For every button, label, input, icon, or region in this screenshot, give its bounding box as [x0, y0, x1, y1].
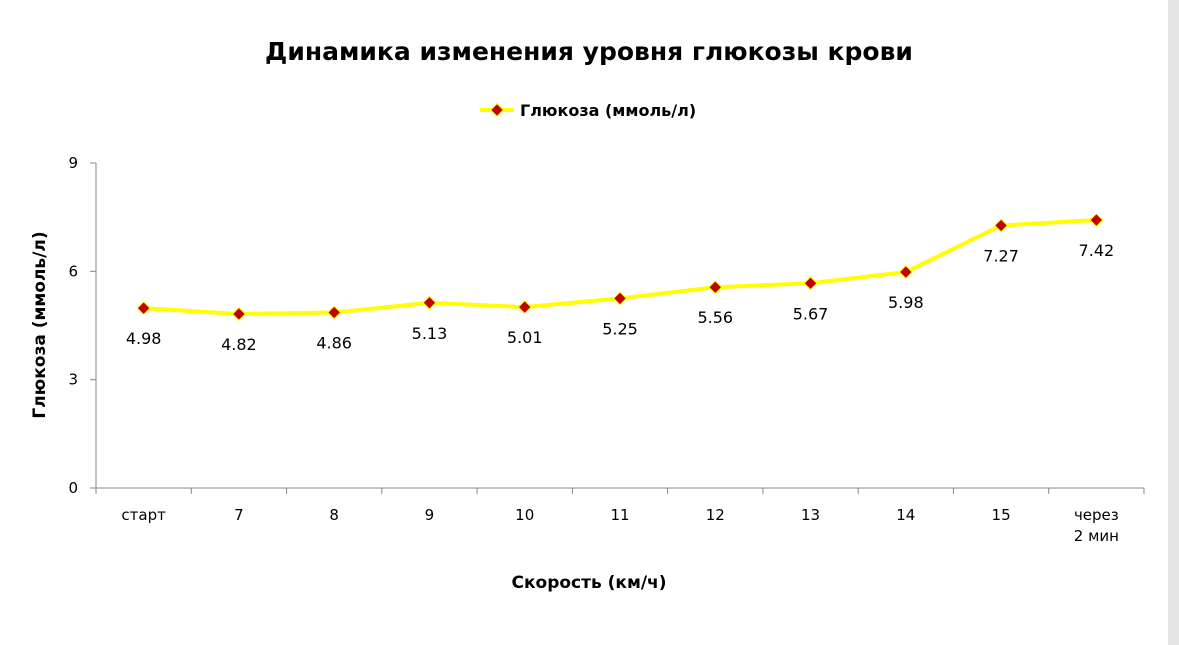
x-tick-label: 12: [706, 506, 725, 524]
data-point: [327, 305, 342, 320]
x-ticks: старт 7 8 9 10 11 12 13 14 15 через 2 мин: [95, 488, 1145, 545]
x-tick-label: 10: [515, 506, 534, 524]
data-point: [803, 276, 818, 291]
x-tick-label: 15: [992, 506, 1011, 524]
x-tick-label: старт: [121, 506, 166, 524]
data-label: 5.56: [697, 308, 733, 327]
x-tick-label: 13: [801, 506, 820, 524]
legend: Глюкоза (ммоль/л): [480, 101, 696, 120]
data-point: [517, 300, 532, 315]
y-ticks: 0 3 6 9: [68, 154, 96, 497]
data-label: 5.98: [888, 293, 924, 312]
data-label: 7.27: [983, 246, 1019, 265]
x-tick-label: 8: [329, 506, 339, 524]
data-label: 5.01: [507, 328, 543, 347]
data-label: 5.67: [793, 304, 829, 323]
data-point: [1089, 212, 1104, 228]
data-point: [136, 301, 151, 316]
data-point: [708, 280, 723, 295]
data-point: [994, 218, 1009, 233]
data-point: [898, 264, 913, 280]
legend-label: Глюкоза (ммоль/л): [520, 101, 696, 120]
chart-title: Динамика изменения уровня глюкозы крови: [265, 37, 913, 66]
y-tick-label: 6: [68, 262, 78, 280]
data-label: 4.98: [126, 329, 162, 348]
data-label: 7.42: [1079, 241, 1115, 260]
series-glucose: [136, 212, 1104, 322]
y-axis-title: Глюкоза (ммоль/л): [30, 231, 50, 418]
y-tick-label: 9: [68, 154, 78, 172]
data-point: [612, 291, 628, 306]
x-tick-label: 14: [896, 506, 915, 524]
y-tick-label: 0: [68, 479, 78, 497]
data-label: 4.86: [316, 334, 352, 353]
data-label: 5.25: [602, 319, 638, 338]
x-tick-label: через 2 мин: [1074, 506, 1119, 545]
x-axis-title: Скорость (км/ч): [512, 573, 667, 593]
x-tick-label: 11: [610, 506, 629, 524]
data-point: [231, 306, 246, 322]
window-edge: [1168, 0, 1179, 645]
data-label: 4.82: [221, 335, 257, 354]
data-point: [422, 295, 437, 310]
y-tick-label: 3: [68, 371, 78, 389]
data-label: 5.13: [412, 324, 448, 343]
data-labels: 4.98 4.82 4.86 5.13 5.01 5.25 5.56 5.67 5.98 7.27…: [126, 241, 1114, 354]
legend-marker-sample: [489, 102, 505, 118]
x-tick-label: 9: [425, 506, 435, 524]
x-tick-label: 7: [234, 506, 244, 524]
